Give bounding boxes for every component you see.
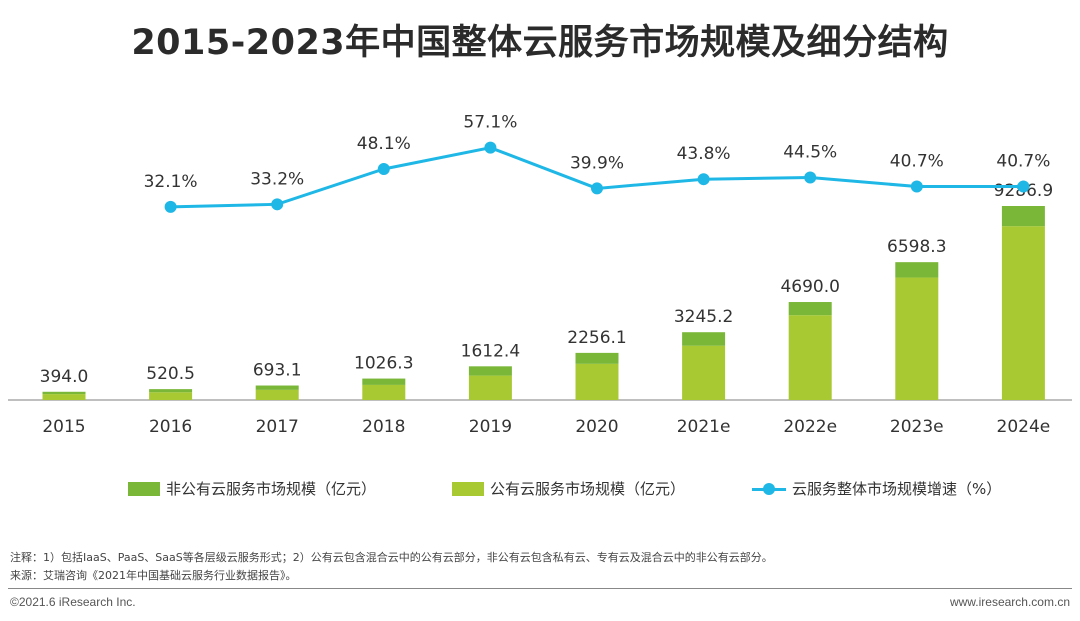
legend-swatch-public — [452, 481, 484, 496]
x-tick-label-2022e: 2022e — [783, 417, 837, 437]
legend-swatch-growth — [752, 482, 786, 496]
growth-point-2021e — [697, 173, 710, 186]
x-tick-label-2017: 2017 — [256, 417, 299, 437]
total-label-2016: 520.5 — [146, 364, 195, 384]
growth-point-2019 — [484, 141, 497, 154]
growth-label-2018: 48.1% — [357, 134, 411, 154]
growth-point-2017 — [271, 198, 284, 211]
x-tick-label-2016: 2016 — [149, 417, 192, 437]
total-label-2018: 1026.3 — [354, 354, 413, 374]
bar-nonpublic-2019 — [468, 366, 512, 376]
legend: 非公有云服务市场规模（亿元） 公有云服务市场规模（亿元） 云服务整体市场规模增速… — [0, 478, 1080, 502]
legend-label-growth: 云服务整体市场规模增速（%） — [792, 480, 1002, 498]
growth-label-2017: 33.2% — [250, 169, 304, 189]
bar-nonpublic-2015 — [42, 391, 86, 395]
bar-public-2020 — [575, 363, 619, 400]
footer-copyright: ©2021.6 iResearch Inc. — [10, 595, 136, 609]
bar-nonpublic-2020 — [575, 352, 619, 364]
bar-nonpublic-2016 — [149, 389, 193, 393]
growth-point-2023e — [910, 180, 923, 193]
total-label-2017: 693.1 — [253, 361, 302, 381]
total-label-2019: 1612.4 — [461, 341, 520, 361]
bar-public-2019 — [468, 375, 512, 400]
total-label-2023e: 6598.3 — [887, 237, 946, 257]
total-label-2021e: 3245.2 — [674, 307, 733, 327]
bar-nonpublic-2021e — [682, 332, 726, 346]
bar-public-2015 — [42, 394, 86, 400]
bar-public-2021e — [682, 345, 726, 400]
footer-website: www.iresearch.com.cn — [949, 595, 1070, 609]
bar-nonpublic-2024e — [1001, 206, 1045, 227]
growth-point-2020 — [591, 182, 603, 195]
total-label-2020: 2256.1 — [567, 328, 626, 348]
x-tick-label-2015: 2015 — [42, 417, 85, 437]
x-tick-label-2021e: 2021e — [677, 417, 731, 437]
growth-point-2018 — [377, 163, 390, 176]
legend-item-growth: 云服务整体市场规模增速（%） — [752, 478, 1001, 499]
growth-label-2016: 32.1% — [144, 172, 198, 192]
growth-point-2016 — [164, 200, 177, 213]
bar-public-2022e — [788, 315, 832, 400]
x-tick-label-2023e: 2023e — [890, 417, 944, 437]
bar-nonpublic-2017 — [255, 385, 299, 390]
legend-item-nonpublic: 非公有云服务市场规模（亿元） — [128, 478, 376, 499]
growth-point-2022e — [804, 171, 817, 184]
bar-public-2023e — [895, 277, 939, 400]
x-tick-label-2020: 2020 — [575, 417, 618, 437]
growth-label-2024e: 40.7% — [996, 152, 1050, 172]
growth-label-2022e: 44.5% — [783, 143, 837, 163]
bar-public-2016 — [149, 392, 193, 400]
total-label-2015: 394.0 — [40, 367, 89, 387]
chart-source: 来源：艾瑞咨询《2021年中国基础云服务行业数据报告》。 — [10, 569, 297, 582]
growth-label-2019: 57.1% — [463, 113, 517, 133]
legend-label-nonpublic: 非公有云服务市场规模（亿元） — [166, 480, 377, 498]
growth-label-2021e: 43.8% — [677, 144, 731, 164]
legend-swatch-nonpublic — [128, 481, 160, 496]
x-tick-label-2018: 2018 — [362, 417, 405, 437]
bar-nonpublic-2022e — [788, 302, 832, 316]
bar-public-2018 — [362, 384, 406, 400]
chart-note: 注释：1）包括IaaS、PaaS、SaaS等各层级云服务形式；2）公有云包含混合… — [10, 551, 773, 564]
legend-item-public: 公有云服务市场规模（亿元） — [452, 478, 685, 499]
chart-title: 2015-2023年中国整体云服务市场规模及细分结构 — [131, 23, 949, 63]
bar-nonpublic-2023e — [895, 262, 939, 278]
legend-label-public: 公有云服务市场规模（亿元） — [490, 480, 686, 498]
bar-nonpublic-2018 — [362, 378, 406, 385]
total-label-2022e: 4690.0 — [780, 277, 839, 297]
footer-divider — [8, 588, 1072, 589]
chart-svg: 394.0 2015 520.5 2016 693.1 2017 1026.3 2018 161… — [8, 113, 1072, 437]
bar-public-2017 — [255, 389, 299, 400]
growth-label-2023e: 40.7% — [890, 152, 944, 172]
growth-point-2024e — [1017, 180, 1030, 193]
x-tick-label-2024e: 2024e — [997, 417, 1051, 437]
x-tick-label-2019: 2019 — [469, 417, 512, 437]
bar-public-2024e — [1001, 226, 1045, 400]
growth-label-2020: 39.9% — [570, 153, 624, 173]
